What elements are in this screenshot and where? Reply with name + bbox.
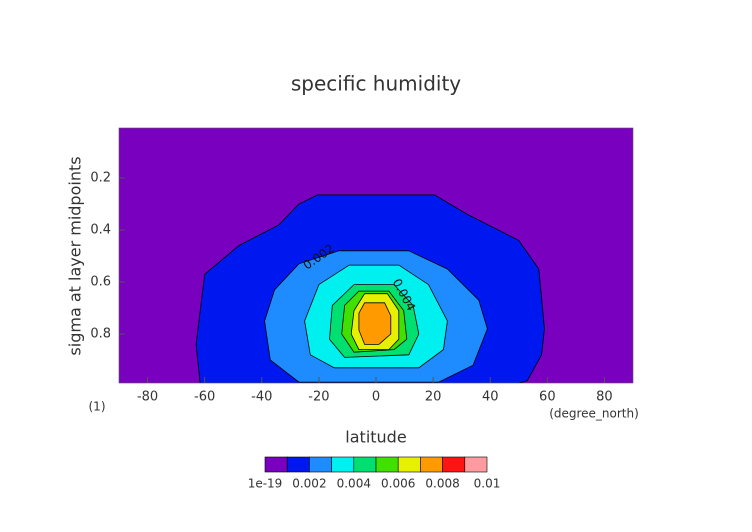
colorbar-box (375, 456, 399, 473)
x-tick-label: 20 (425, 390, 442, 405)
x-tick-label: -40 (251, 390, 272, 405)
y-tick-label: 0.8 (90, 327, 111, 342)
y-tick-label: 0.2 (90, 171, 111, 186)
y-unit: (1) (89, 400, 106, 414)
colorbar-label: 0.002 (292, 477, 326, 491)
plot-area (119, 128, 633, 383)
y-axis-label: sigma at layer midpoints (66, 156, 85, 355)
x-tick-label: 60 (539, 390, 556, 405)
y-tick-label: 0.4 (90, 223, 111, 238)
contour-region (358, 302, 392, 345)
colorbar-box (397, 456, 421, 473)
x-tick-label: 80 (596, 390, 613, 405)
y-tick-label: 0.6 (90, 275, 111, 290)
colorbar-label: 0.006 (381, 477, 415, 491)
colorbar-box (442, 456, 466, 473)
x-tick-label: -60 (194, 390, 215, 405)
colorbar-box (309, 456, 332, 473)
x-axis-label: latitude (345, 428, 406, 447)
colorbar-box (264, 456, 288, 473)
colorbar-box (331, 456, 355, 473)
x-tick-label: -80 (137, 390, 158, 405)
colorbar-label: 1e-19 (248, 477, 283, 491)
colorbar-box (464, 456, 488, 473)
colorbar-label: 0.01 (474, 477, 501, 491)
x-tick-label: -20 (308, 390, 329, 405)
colorbar-label: 0.008 (425, 477, 459, 491)
colorbar-label: 0.004 (337, 477, 371, 491)
colorbar-box (286, 456, 310, 473)
chart-title: specific humidity (291, 72, 461, 96)
x-unit: (degree_north) (549, 407, 639, 421)
colorbar-box (420, 456, 443, 473)
x-tick-label: 40 (482, 390, 499, 405)
colorbar-box (353, 456, 377, 473)
x-tick-label: 0 (372, 390, 380, 405)
